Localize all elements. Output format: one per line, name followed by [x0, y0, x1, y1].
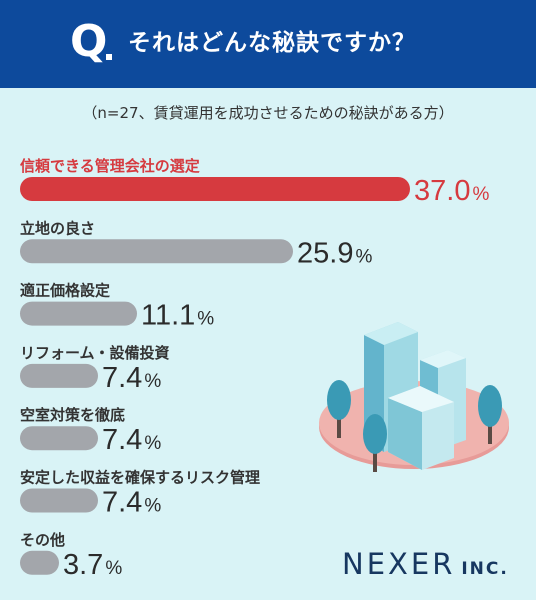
value-label: 7.4% [102, 424, 161, 456]
value-label: 11.1% [141, 300, 214, 332]
category-label: 空室対策を徹底 [20, 406, 125, 424]
category-label: 適正価格設定 [20, 282, 110, 300]
category-label: 信頼できる管理会社の選定 [20, 157, 200, 175]
sample-note: （n=27、賃貸運用を成功させるための秘訣がある方） [82, 104, 454, 122]
bar [20, 301, 137, 326]
bar [20, 239, 293, 264]
value-label: 7.4% [102, 487, 161, 519]
category-label: リフォーム・設備投資 [20, 344, 170, 362]
bar [20, 177, 410, 201]
value-label: 7.4% [102, 362, 161, 394]
category-label: その他 [20, 531, 65, 549]
value-label: 37.0% [414, 175, 489, 207]
city-buildings-icon [319, 322, 509, 472]
bar [20, 363, 98, 388]
nexer-logo: NEXER INC. [342, 546, 509, 587]
question-header: Q それはどんな秘訣ですか？ [0, 0, 536, 88]
bar [20, 488, 98, 513]
q-mark: Q [70, 16, 108, 67]
value-label: 25.9% [297, 237, 372, 269]
category-label: 安定した収益を確保するリスク管理 [20, 469, 260, 487]
brand-suffix: INC. [461, 559, 509, 579]
value-label: 3.7% [63, 549, 122, 581]
q-dot [106, 54, 112, 60]
question-text: それはどんな秘訣ですか？ [128, 30, 416, 56]
bar [20, 426, 98, 451]
brand-name: NEXER [342, 547, 456, 581]
bar [20, 550, 59, 575]
category-label: 立地の良さ [20, 219, 95, 237]
